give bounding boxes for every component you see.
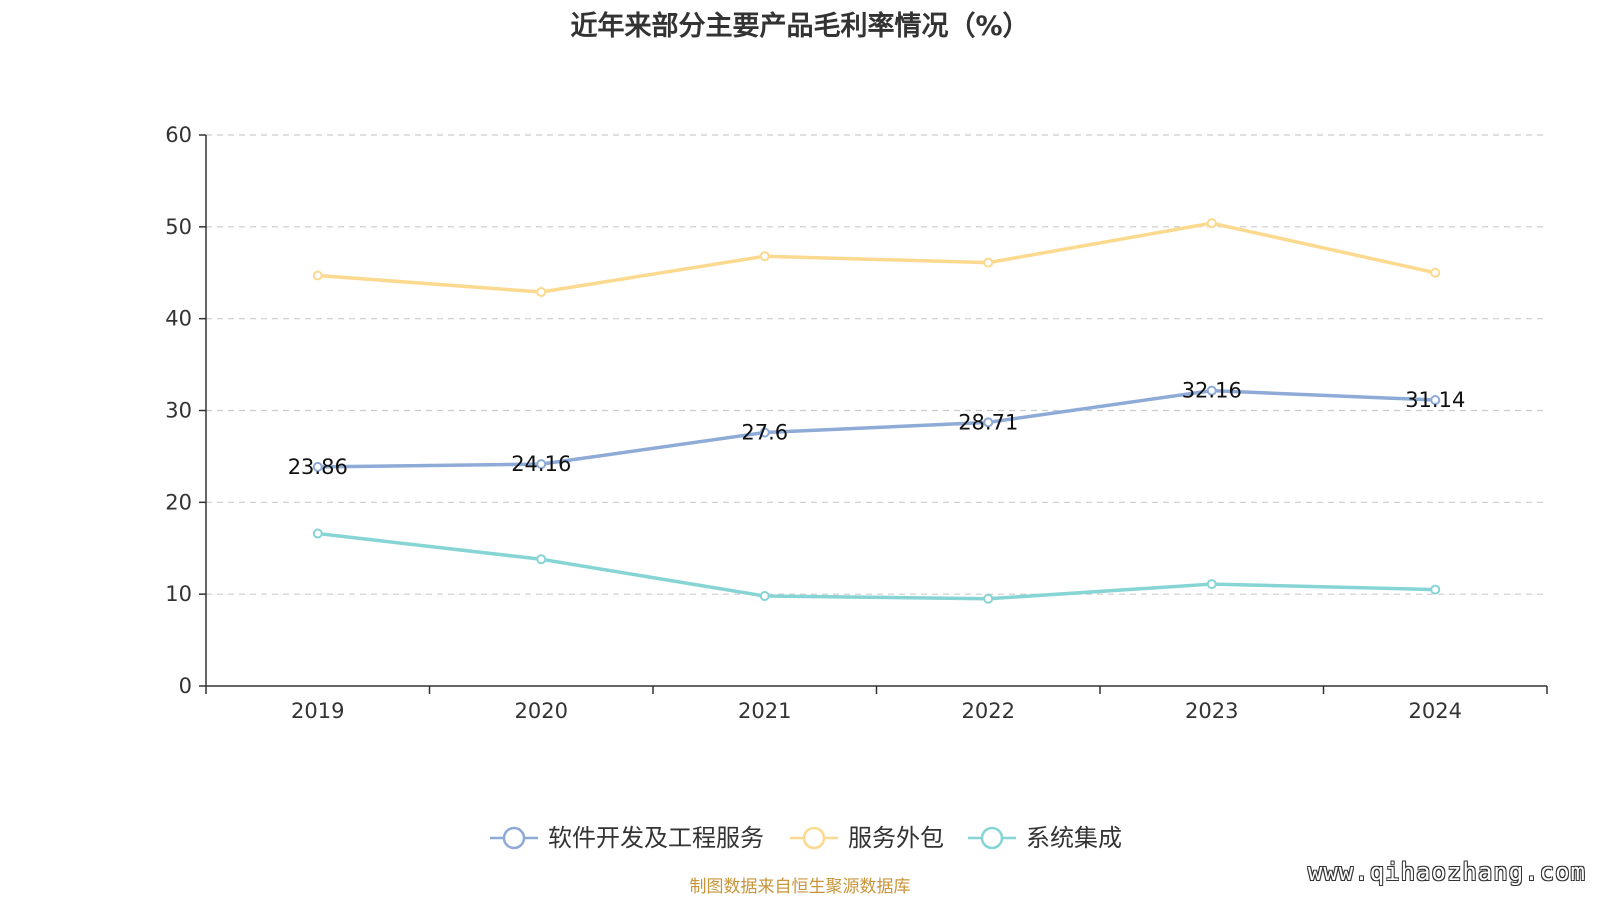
x-tick-label: 2020 — [515, 699, 568, 723]
watermark: www.qihaozhang.com — [1307, 858, 1586, 886]
series-line — [317, 221, 1436, 294]
data-point[interactable] — [759, 591, 770, 602]
data-labels: 23.86 24.16 27.6 28.71 32.16 31.14 — [288, 379, 1466, 479]
y-tick-label: 30 — [165, 399, 192, 423]
data-point[interactable] — [1430, 267, 1441, 278]
x-tick-label: 2023 — [1185, 699, 1238, 723]
data-point[interactable] — [983, 257, 994, 268]
data-point[interactable] — [1206, 579, 1217, 590]
data-point[interactable] — [759, 427, 770, 438]
data-point[interactable] — [312, 461, 323, 472]
data-point[interactable] — [536, 554, 547, 565]
grid-lines — [206, 134, 1547, 595]
data-label: 31.14 — [1405, 388, 1465, 412]
y-tick-label: 0 — [179, 674, 192, 698]
data-label: 32.16 — [1182, 379, 1242, 403]
y-tick-label: 60 — [165, 123, 192, 147]
legend-marker[interactable] — [502, 826, 526, 850]
data-point[interactable] — [983, 417, 994, 428]
data-point[interactable] — [536, 287, 547, 298]
data-point[interactable] — [312, 528, 323, 539]
data-point[interactable] — [536, 459, 547, 470]
data-point[interactable] — [759, 251, 770, 262]
data-label: 27.6 — [741, 421, 788, 445]
x-tick-label: 2021 — [738, 699, 791, 723]
legend-label[interactable]: 服务外包 — [848, 824, 944, 852]
data-label: 28.71 — [958, 410, 1018, 434]
data-point[interactable] — [1430, 584, 1441, 595]
data-point[interactable] — [312, 270, 323, 281]
data-point[interactable] — [1206, 218, 1217, 229]
x-tick-label: 2024 — [1409, 699, 1462, 723]
series-lines — [312, 218, 1441, 604]
axes: 0 10 20 30 40 50 60 2019 2020 2021 2022 2023 2024 — [165, 123, 1548, 723]
x-tick-label: 2022 — [962, 699, 1015, 723]
y-tick-label: 10 — [165, 582, 192, 606]
legend-label[interactable]: 软件开发及工程服务 — [548, 824, 764, 852]
x-tick-label: 2019 — [291, 699, 344, 723]
legend: 软件开发及工程服务 服务外包 系统集成 — [490, 824, 1122, 852]
data-point[interactable] — [983, 593, 994, 604]
y-tick-label: 40 — [165, 307, 192, 331]
series-line — [317, 531, 1436, 601]
data-point[interactable] — [1430, 395, 1441, 406]
source-note: 制图数据来自恒生聚源数据库 — [689, 877, 911, 897]
chart-title: 近年来部分主要产品毛利率情况（%） — [570, 11, 1030, 42]
data-label: 23.86 — [288, 455, 348, 479]
legend-marker[interactable] — [802, 826, 826, 850]
series-line — [317, 388, 1436, 469]
y-tick-label: 50 — [165, 215, 192, 239]
legend-label[interactable]: 系统集成 — [1026, 824, 1122, 852]
data-point[interactable] — [1206, 385, 1217, 396]
data-label: 24.16 — [511, 452, 571, 476]
y-tick-label: 20 — [165, 490, 192, 514]
legend-marker[interactable] — [980, 826, 1004, 850]
